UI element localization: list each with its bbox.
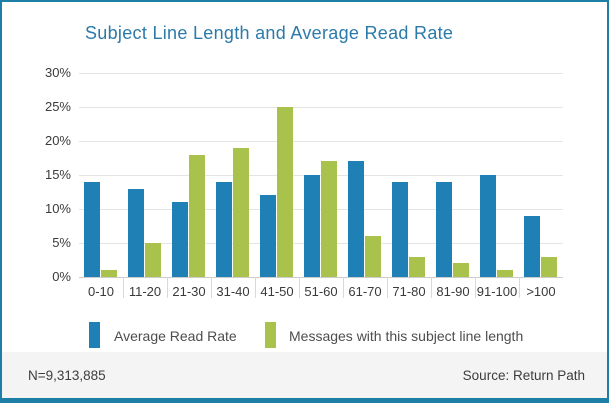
bar-messages-61-70 [365,236,381,277]
bar-read-rate-11-20 [128,188,144,277]
bar-messages-11-20 [145,243,161,277]
x-axis-separator [475,277,476,298]
bar-messages-81-90 [453,263,469,277]
chart-title: Subject Line Length and Average Read Rat… [85,23,454,43]
x-axis-separator [167,277,168,298]
bar-messages->100 [541,256,557,277]
plot-area: 30% 25% 20% 15% 10% 5% 0% 0-10 11-20 21-30 31-40 41… [45,65,563,299]
legend-label-messages: Messages with this subject line length [289,328,524,344]
source-text: Source: Return Path [462,367,585,383]
bar-read-rate-51-60 [304,175,320,277]
bar-read-rate-41-50 [260,195,276,277]
x-axis-tick-label: 91-100 [476,284,518,299]
y-axis-tick-label: 10% [44,201,71,216]
bar-read-rate-71-80 [392,181,408,277]
bar-messages-0-10 [101,270,117,277]
x-axis-tick-label: 11-20 [128,284,162,299]
x-axis-separator [387,277,388,298]
legend-swatch-messages [265,322,276,348]
y-axis-tick-label: 20% [44,133,71,148]
x-axis-tick-label: 41-50 [260,284,294,299]
x-axis-tick-label: >100 [526,284,556,299]
bar-messages-51-60 [321,161,337,277]
bar-read-rate->100 [524,215,540,277]
x-axis-separator [123,277,124,298]
bar-read-rate-91-100 [480,175,496,277]
x-axis-separator [299,277,300,298]
bar-read-rate-31-40 [216,181,232,277]
bar-read-rate-61-70 [348,161,364,277]
bar-read-rate-0-10 [84,181,100,277]
bar-messages-71-80 [409,256,425,277]
gridline-25pct [79,107,563,108]
x-axis-tick-label: 31-40 [216,284,250,299]
x-axis-separator [431,277,432,298]
bar-messages-21-30 [189,154,205,277]
x-axis-tick-label: 21-30 [172,284,206,299]
x-axis-tick-label: 81-90 [436,284,470,299]
gridline-0pct [79,277,563,278]
x-axis-separator [519,277,520,298]
x-axis-separator [211,277,212,298]
gridline-20pct [79,141,563,142]
x-axis-separator [343,277,344,298]
y-axis-tick-label: 15% [44,167,71,182]
x-axis-tick-label: 61-70 [348,284,382,299]
y-axis-tick-label: 0% [52,269,71,284]
sample-size-text: N=9,313,885 [28,367,106,383]
footer-bar: N=9,313,885 Source: Return Path [2,352,607,398]
x-axis-separator [255,277,256,298]
legend-label-read-rate: Average Read Rate [114,328,237,344]
x-axis-tick-label: 71-80 [392,284,426,299]
bar-read-rate-81-90 [436,181,452,277]
x-axis-tick-label: 51-60 [304,284,338,299]
y-axis-tick-label: 5% [52,235,71,250]
y-axis-tick-label: 30% [44,65,71,80]
bar-messages-41-50 [277,107,293,277]
x-axis-tick-label: 0-10 [87,284,115,299]
bar-messages-31-40 [233,147,249,277]
bar-messages-91-100 [497,270,513,277]
legend-swatch-read-rate [89,322,100,348]
bar-read-rate-21-30 [172,202,188,277]
y-axis-tick-label: 25% [44,99,71,114]
gridline-30pct [79,73,563,74]
